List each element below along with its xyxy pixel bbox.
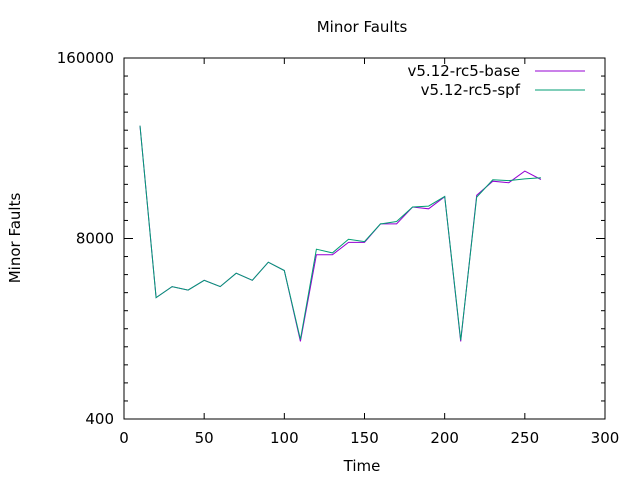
plot-frame [123, 57, 606, 420]
x-axis-label: Time [343, 457, 381, 475]
x-tick-label: 150 [350, 429, 379, 447]
chart-title: Minor Faults [317, 18, 408, 36]
legend-label-1: v5.12-rc5-spf [421, 81, 521, 99]
y-tick-label: 160000 [57, 49, 114, 67]
series-line-0 [139, 125, 542, 342]
x-tick-label: 0 [119, 429, 129, 447]
y-axis-label: Minor Faults [6, 193, 24, 284]
x-tick-label: 100 [270, 429, 299, 447]
y-tick-label: 400 [85, 410, 114, 428]
x-tick-label: 50 [195, 429, 214, 447]
y-tick-label: 8000 [76, 230, 114, 248]
y-axis: 400 8000 160000 [57, 49, 605, 428]
x-tick-label: 300 [591, 429, 620, 447]
x-tick-label: 200 [430, 429, 459, 447]
series-line-1 [139, 125, 541, 341]
series-layer [139, 125, 542, 342]
legend-label-0: v5.12-rc5-base [408, 62, 521, 80]
x-axis: 0 50 100 150 200 250 300 [119, 58, 619, 447]
x-tick-label: 250 [511, 429, 540, 447]
